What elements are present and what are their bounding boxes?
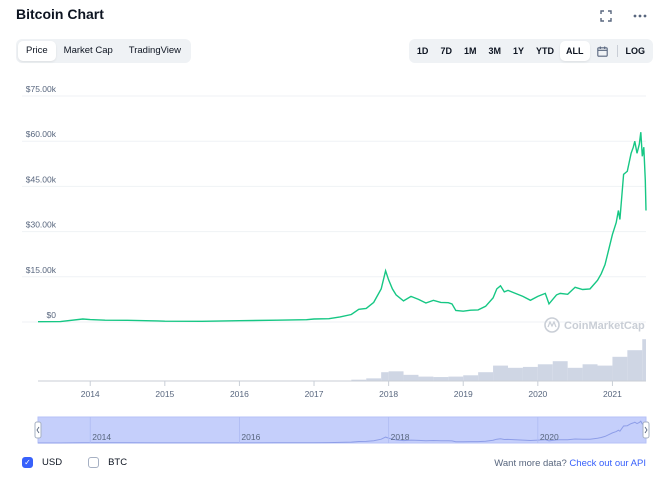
navigator-left-handle[interactable] <box>34 421 42 439</box>
range-1m[interactable]: 1M <box>463 46 477 56</box>
volume-bar <box>537 364 553 381</box>
btc-checkbox[interactable] <box>88 457 100 468</box>
price-line <box>37 132 647 323</box>
btc-option[interactable]: BTC <box>88 457 127 468</box>
range-ytd[interactable]: YTD <box>536 46 554 56</box>
navigator-right-handle[interactable] <box>642 421 650 439</box>
volume-bar <box>552 361 568 381</box>
api-promo-text: Want more data? <box>494 458 570 469</box>
watermark-text: CoinMarketCap <box>564 320 645 332</box>
volume-bar <box>642 339 646 381</box>
currency-toggles: ✓ USD BTC <box>22 457 143 468</box>
log-scale-toggle[interactable]: LOG <box>625 46 646 56</box>
y-tick-label: $15.00k <box>26 265 57 275</box>
api-promo: Want more data? Check out our API <box>494 458 646 469</box>
navigator-tick-label: 2014 <box>92 432 111 442</box>
tab-price[interactable]: Price <box>18 41 56 61</box>
navigator-line <box>38 420 647 444</box>
navigator-tick-label: 2020 <box>540 432 559 442</box>
range-divider <box>616 45 618 57</box>
x-tick-label: 2015 <box>155 389 174 399</box>
x-tick-label: 2014 <box>81 389 100 399</box>
volume-bar <box>366 378 382 381</box>
navigator-tick-label: 2018 <box>391 432 410 442</box>
range-3m[interactable]: 3M <box>488 46 501 56</box>
y-axis: $0 $15.00k $30.00k $45.00k $60.00k $75.00k <box>26 84 57 320</box>
page-title: Bitcoin Chart <box>16 6 104 22</box>
volume-bar <box>522 366 538 381</box>
x-tick-label: 2018 <box>379 389 398 399</box>
tab-tradingview[interactable]: TradingView <box>128 45 182 56</box>
volume-bar <box>507 367 523 381</box>
calendar-icon[interactable] <box>590 41 615 61</box>
volume-bar <box>403 374 419 381</box>
more-options-icon[interactable] <box>632 8 648 24</box>
volume-bar <box>612 356 628 381</box>
x-tick-label: 2020 <box>528 389 547 399</box>
x-tick-label: 2021 <box>603 389 622 399</box>
volume-bar <box>351 379 367 381</box>
y-tick-label: $60.00k <box>26 129 57 139</box>
volume-bar <box>567 367 583 381</box>
navigator-selection <box>37 416 647 444</box>
volume-bar <box>597 365 613 381</box>
x-axis: 2014 2015 2016 2017 2018 2019 2020 2021 <box>38 380 646 399</box>
range-1d[interactable]: 1D <box>416 46 429 56</box>
range-1y[interactable]: 1Y <box>512 46 524 56</box>
volume-bar <box>582 364 598 381</box>
api-link[interactable]: Check out our API <box>569 458 646 469</box>
y-tick-label: $45.00k <box>26 174 57 184</box>
tab-market-cap[interactable]: Market Cap <box>63 45 113 56</box>
volume-bars <box>351 339 646 381</box>
volume-bar <box>478 372 494 381</box>
fullscreen-icon[interactable] <box>598 8 614 24</box>
x-tick-label: 2016 <box>230 389 249 399</box>
usd-option[interactable]: ✓ USD <box>22 457 62 468</box>
volume-bar <box>381 372 389 381</box>
chart-type-tabs: Price Market Cap TradingView <box>16 39 192 63</box>
volume-bar <box>388 371 404 381</box>
volume-bar <box>418 376 434 381</box>
navigator-tick-label: 2016 <box>241 432 260 442</box>
volume-bar <box>463 375 479 381</box>
gridlines <box>22 95 646 323</box>
volume-bar <box>448 376 464 381</box>
header-actions <box>598 8 648 24</box>
x-tick-label: 2017 <box>305 389 324 399</box>
range-7d[interactable]: 7D <box>440 46 452 56</box>
volume-bar <box>493 365 508 381</box>
y-tick-label: $75.00k <box>26 84 57 94</box>
range-all[interactable]: ALL <box>560 41 590 61</box>
usd-label: USD <box>42 457 63 468</box>
x-tick-label: 2019 <box>454 389 473 399</box>
time-range-selector: 1D 7D 1M 3M 1Y YTD ALL LOG <box>408 39 653 63</box>
coinmarketcap-logo-icon <box>544 317 560 333</box>
usd-checkbox[interactable]: ✓ <box>22 457 33 468</box>
watermark: CoinMarketCap <box>544 317 645 333</box>
volume-bar <box>433 377 449 381</box>
btc-label: BTC <box>108 457 128 468</box>
y-tick-label: $30.00k <box>26 220 57 230</box>
volume-bar <box>627 350 643 381</box>
navigator: 2014 2016 2018 2020 <box>34 416 650 444</box>
y-tick-label: $0 <box>47 310 57 320</box>
